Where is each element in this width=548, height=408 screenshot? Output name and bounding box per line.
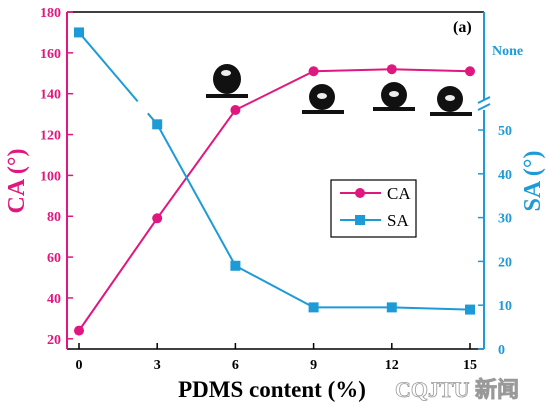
legend-box bbox=[330, 179, 417, 238]
left-tick-label: 40 bbox=[47, 292, 61, 307]
right-tick-label: 40 bbox=[498, 168, 512, 183]
droplet-image-2 bbox=[302, 84, 344, 114]
droplet-image-4 bbox=[430, 86, 472, 116]
right-tick-label: 50 bbox=[498, 124, 512, 139]
sa-point-15 bbox=[465, 304, 475, 315]
right-axis-title: SA (°) bbox=[520, 151, 546, 212]
left-tick-label: 100 bbox=[40, 169, 61, 184]
right-tick-label: 30 bbox=[498, 212, 512, 227]
ca-point-15 bbox=[465, 66, 475, 77]
axis-break-mark bbox=[477, 96, 491, 111]
x-tick-label: 15 bbox=[463, 358, 477, 373]
left-tick-label: 60 bbox=[47, 251, 61, 266]
left-tick-label: 120 bbox=[40, 129, 61, 144]
sa-point-9 bbox=[308, 302, 319, 313]
left-axis-title: CA (°) bbox=[4, 149, 30, 214]
x-tick-label: 12 bbox=[385, 358, 399, 373]
left-axis-ticks: 20 40 60 80 100 120 140 160 180 bbox=[40, 6, 73, 348]
watermark: CQJTU 新闻 bbox=[395, 377, 519, 402]
ca-series-line bbox=[78, 68, 471, 332]
ca-point-9 bbox=[308, 66, 319, 77]
ca-point-0 bbox=[74, 325, 84, 336]
plot-frame bbox=[66, 11, 491, 350]
legend-item-ca: CA bbox=[340, 184, 411, 203]
droplet-insets bbox=[206, 64, 472, 116]
x-tick-label: 3 bbox=[154, 358, 161, 373]
sa-series-line bbox=[147, 112, 471, 311]
left-tick-label: 140 bbox=[40, 88, 61, 103]
x-axis-title: PDMS content (%) bbox=[178, 377, 366, 402]
ca-point-6 bbox=[230, 105, 241, 116]
left-tick-label: 160 bbox=[40, 47, 61, 62]
sa-point-6 bbox=[230, 260, 241, 271]
left-tick-label: 80 bbox=[47, 210, 61, 225]
sa-series-line-segment bbox=[78, 31, 139, 103]
ca-point-12 bbox=[386, 64, 397, 75]
x-tick-label: 6 bbox=[232, 358, 239, 373]
right-axis-ticks: 0 10 20 30 40 50 bbox=[478, 124, 512, 358]
sa-point-0 bbox=[74, 27, 84, 38]
x-tick-label: 9 bbox=[310, 358, 317, 373]
droplet-image-3 bbox=[373, 82, 415, 111]
right-tick-label: 10 bbox=[498, 299, 512, 314]
sa-point-12 bbox=[386, 302, 397, 313]
legend-item-sa: SA bbox=[340, 211, 409, 230]
legend: CA SA bbox=[330, 179, 417, 238]
right-axis-none-label: None bbox=[492, 44, 523, 59]
x-axis-ticks: 0 3 6 9 12 15 bbox=[76, 343, 477, 373]
right-tick-label: 0 bbox=[498, 343, 505, 358]
series-layer bbox=[74, 27, 475, 336]
right-tick-label: 20 bbox=[498, 255, 512, 270]
sa-point-3 bbox=[152, 119, 163, 130]
droplet-image-1 bbox=[206, 64, 248, 98]
panel-label: (a) bbox=[453, 19, 472, 36]
ca-point-3 bbox=[152, 213, 163, 224]
x-tick-label: 0 bbox=[76, 358, 83, 373]
legend-label-sa: SA bbox=[387, 211, 409, 230]
left-tick-label: 20 bbox=[47, 333, 61, 348]
left-tick-label: 180 bbox=[40, 6, 61, 21]
legend-label-ca: CA bbox=[387, 184, 411, 203]
